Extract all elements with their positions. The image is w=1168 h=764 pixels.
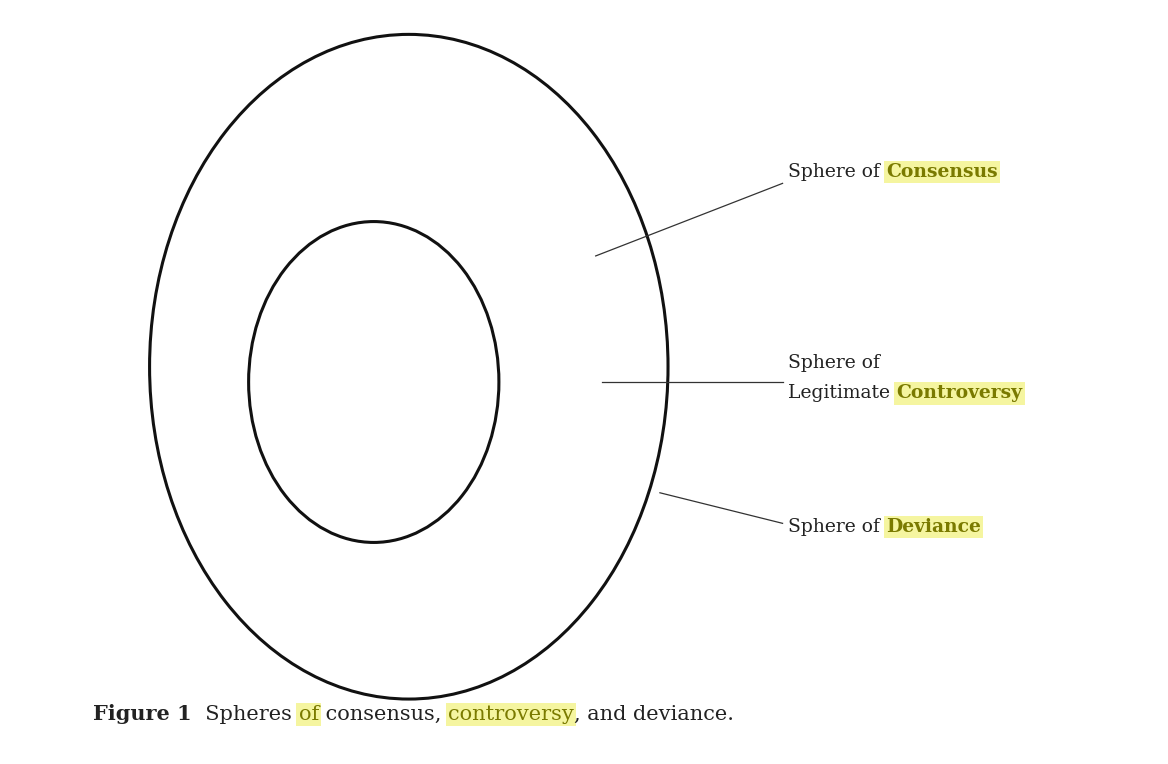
Text: consensus,: consensus, — [319, 705, 447, 724]
Text: Spheres: Spheres — [192, 705, 299, 724]
Text: Deviance: Deviance — [887, 518, 981, 536]
Text: , and deviance.: , and deviance. — [573, 705, 734, 724]
Text: Controversy: Controversy — [896, 384, 1022, 403]
Text: Legitimate: Legitimate — [788, 384, 896, 403]
Text: Sphere of: Sphere of — [788, 163, 887, 181]
Text: controversy: controversy — [447, 705, 573, 724]
Text: Sphere of: Sphere of — [788, 354, 881, 372]
Text: Consensus: Consensus — [887, 163, 997, 181]
Text: Figure 1: Figure 1 — [93, 704, 192, 724]
Text: of: of — [299, 705, 319, 724]
Text: Sphere of: Sphere of — [788, 518, 887, 536]
